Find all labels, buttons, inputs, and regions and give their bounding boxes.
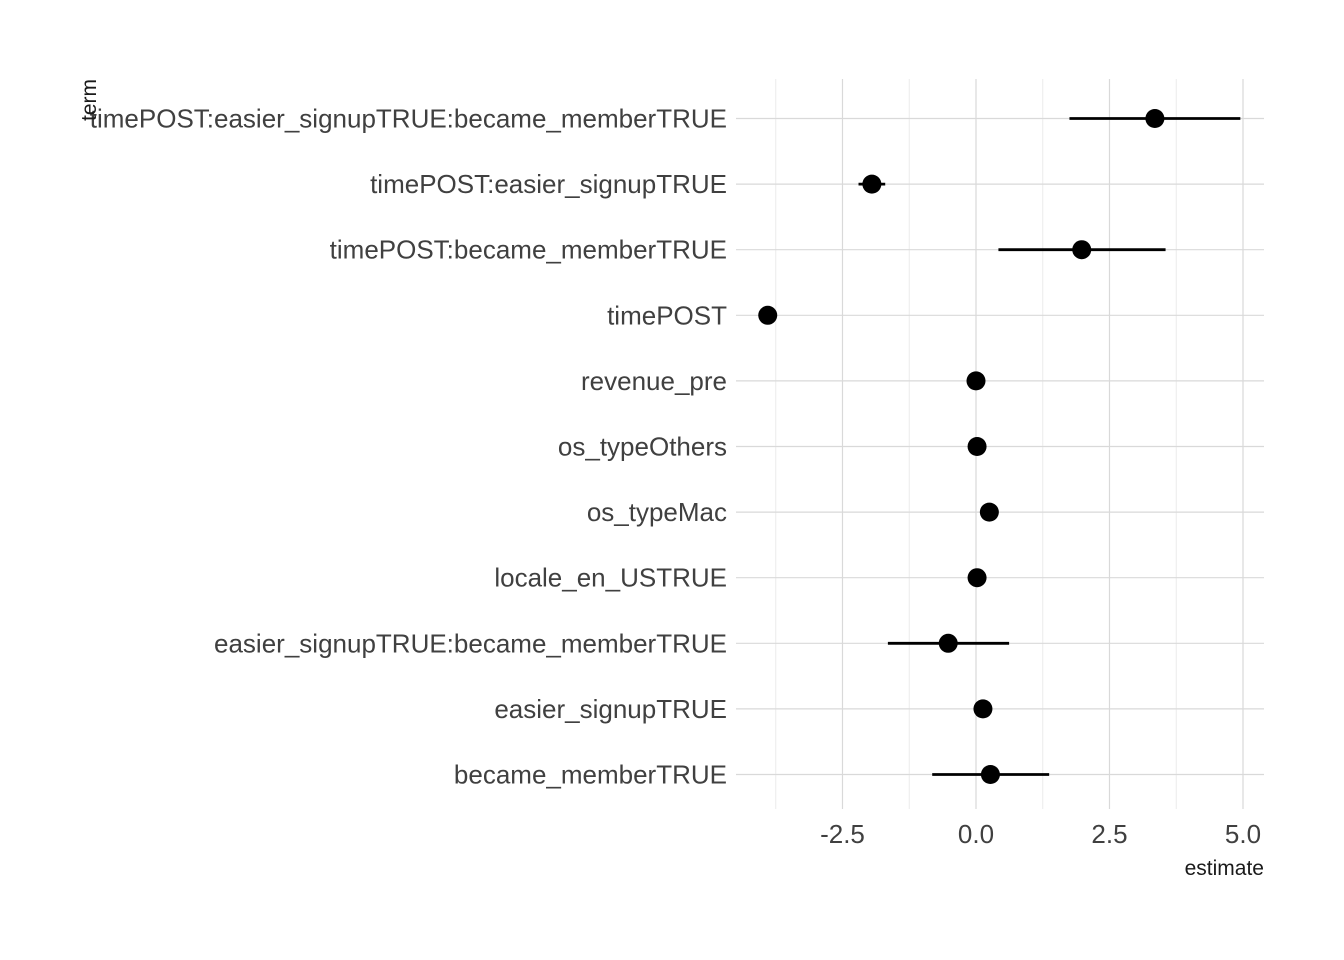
x-tick-label: -2.5 <box>820 819 865 849</box>
y-tick-label: became_memberTRUE <box>454 760 727 790</box>
estimate-point <box>967 568 987 588</box>
y-tick-label: os_typeMac <box>587 497 727 527</box>
estimate-point <box>967 437 987 456</box>
estimate-points <box>758 109 1165 784</box>
estimate-point <box>966 371 986 391</box>
y-tick-label: timePOST:easier_signupTRUE <box>370 169 727 199</box>
y-tick-label: timePOST:became_memberTRUE <box>330 235 727 265</box>
estimate-point <box>979 502 999 522</box>
x-tick-label: 2.5 <box>1091 819 1127 849</box>
x-tick-label: 0.0 <box>958 819 994 849</box>
y-tick-labels: timePOST:easier_signupTRUE:became_member… <box>90 104 727 790</box>
estimate-point <box>1072 240 1092 260</box>
x-axis-title: estimate <box>1185 857 1264 880</box>
estimate-point <box>980 765 1000 784</box>
y-tick-label: timePOST:easier_signupTRUE:became_member… <box>90 104 727 134</box>
grid-lines <box>736 79 1264 809</box>
y-tick-label: timePOST <box>607 300 727 330</box>
y-tick-label: easier_signupTRUE <box>494 694 727 724</box>
y-tick-label: revenue_pre <box>581 366 727 396</box>
estimate-point <box>938 633 958 653</box>
y-tick-label: easier_signupTRUE:became_memberTRUE <box>214 628 727 658</box>
estimate-point <box>1145 109 1165 128</box>
x-tick-label: 5.0 <box>1225 819 1261 849</box>
estimate-point <box>973 699 993 719</box>
y-tick-label: locale_en_USTRUE <box>494 563 727 593</box>
estimate-point <box>758 305 778 325</box>
y-axis-title: term <box>78 79 101 121</box>
estimate-point <box>862 174 882 194</box>
y-tick-label: os_typeOthers <box>558 432 727 462</box>
x-tick-labels: -2.5 0.0 2.5 5.0 <box>820 819 1261 849</box>
